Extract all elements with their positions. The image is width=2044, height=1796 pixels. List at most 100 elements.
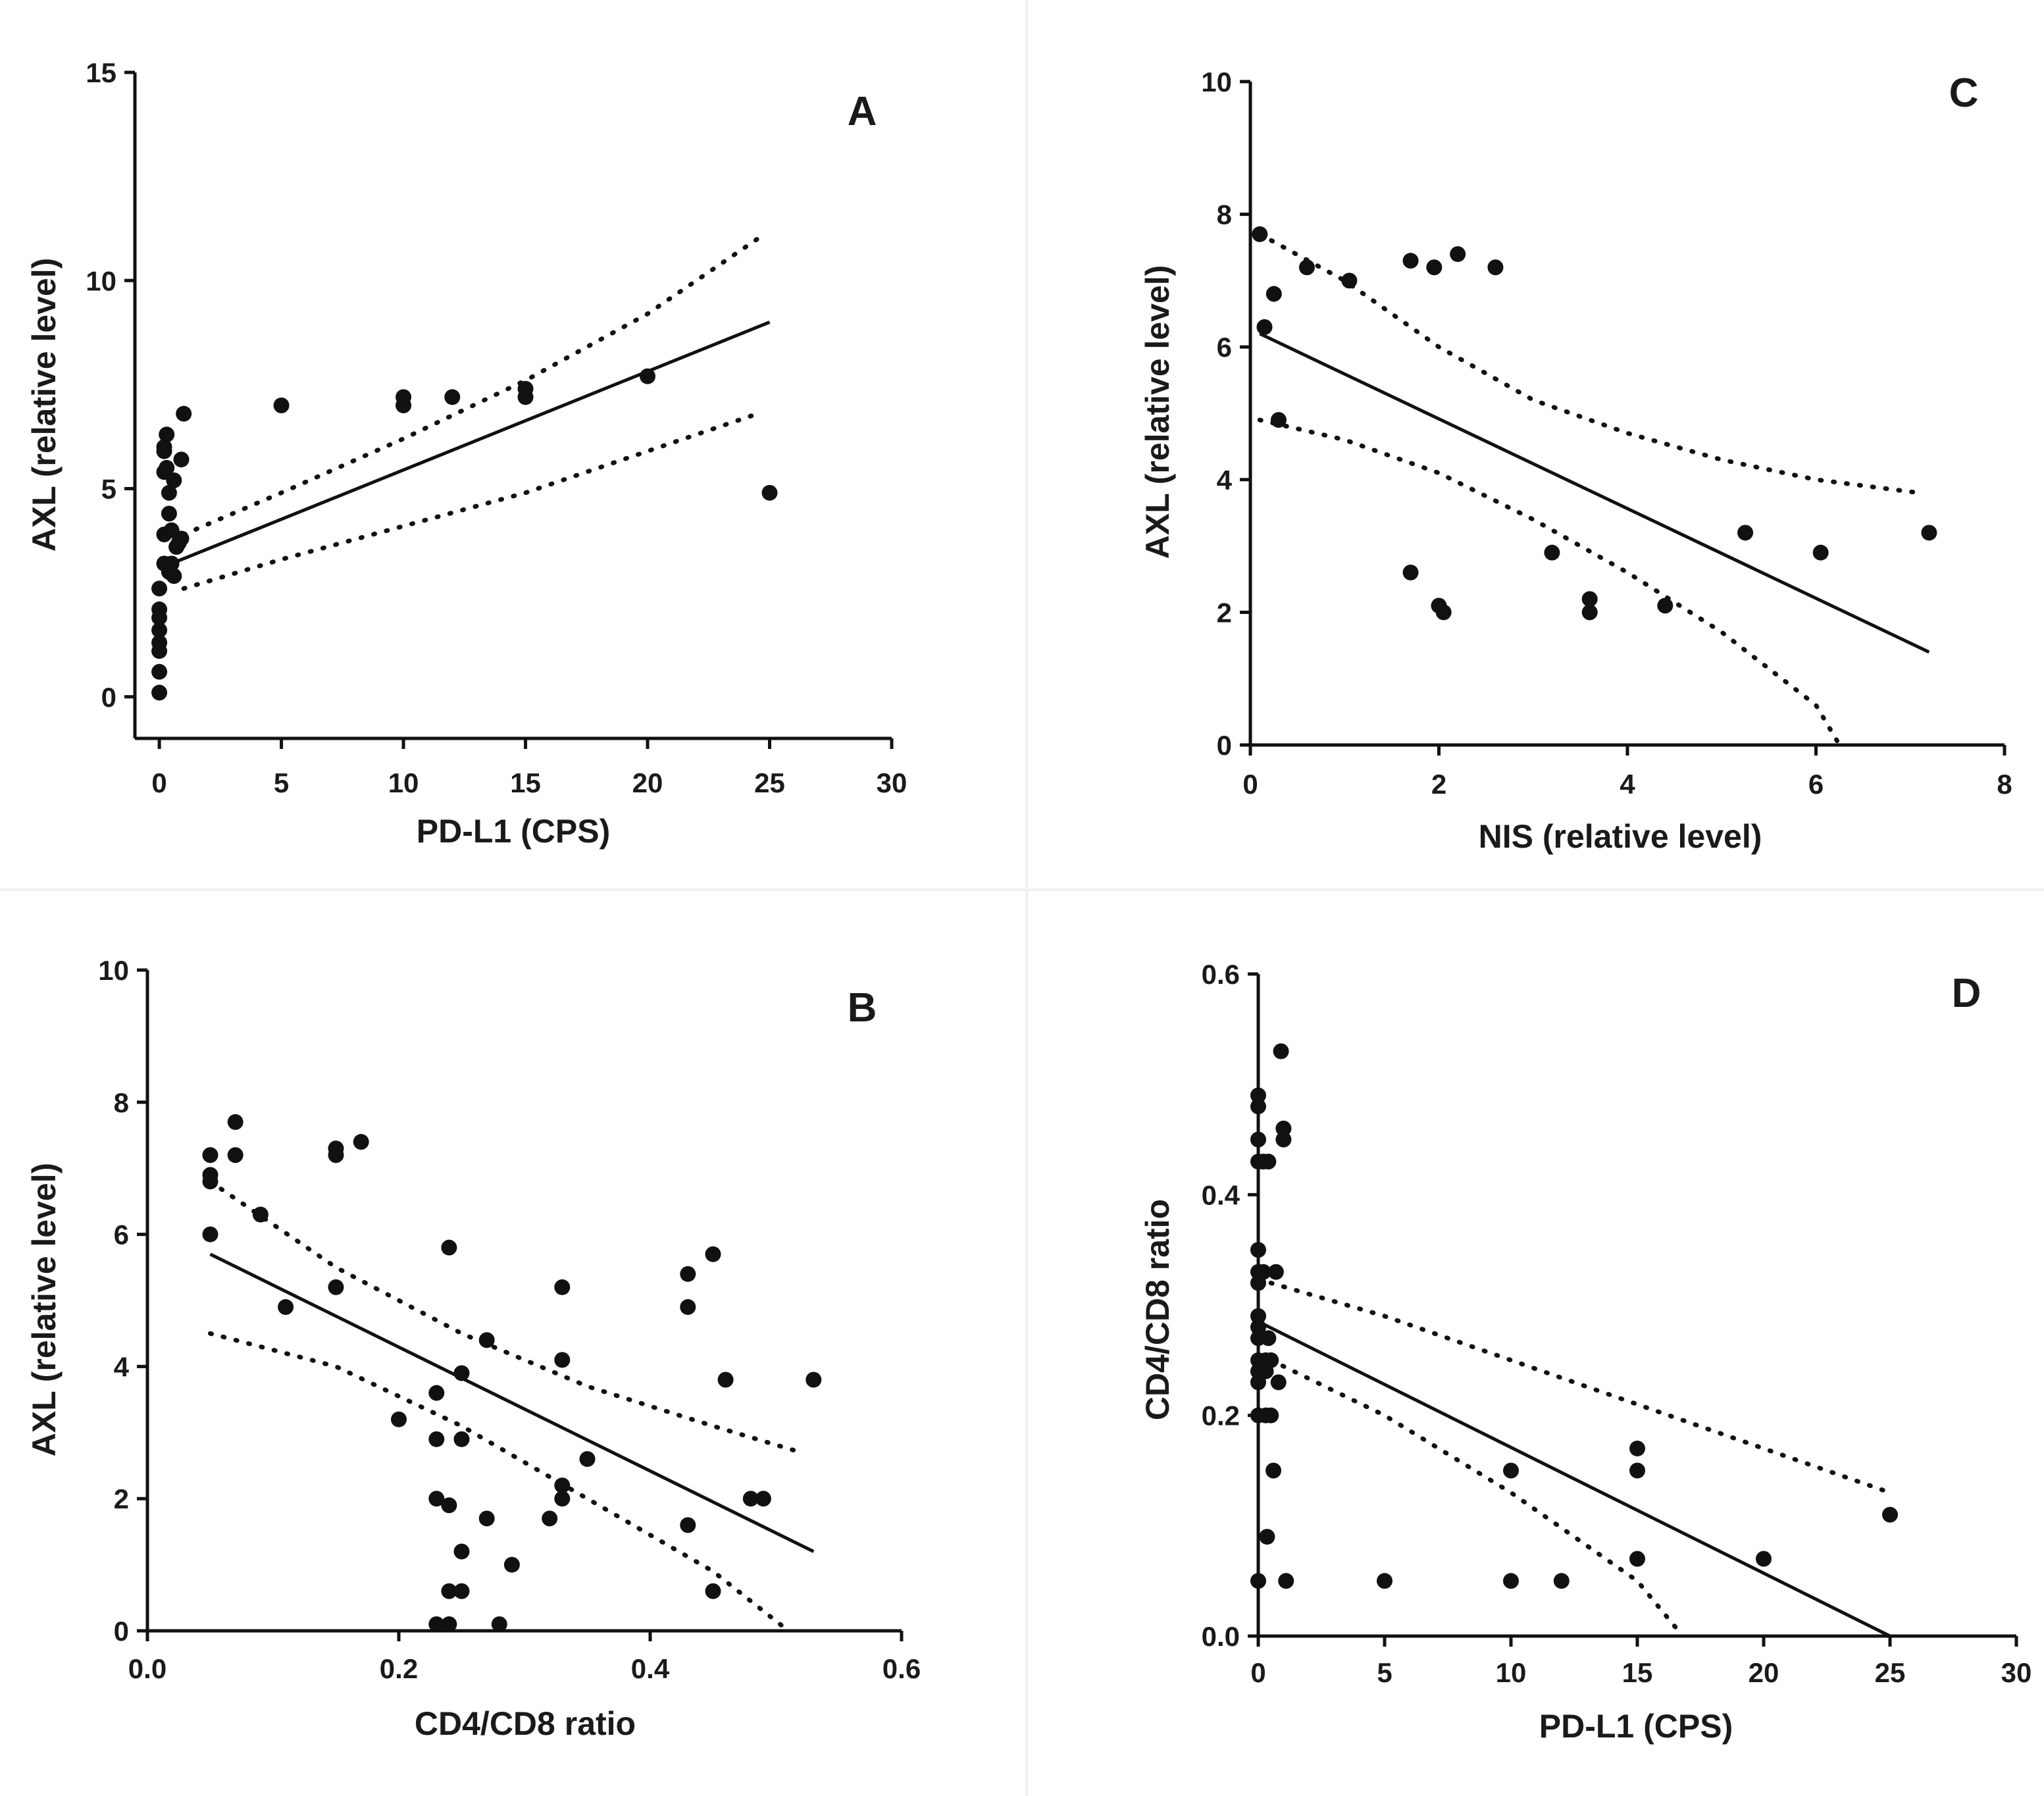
panel-b-data-point bbox=[453, 1431, 470, 1447]
panel-b-data-point bbox=[680, 1266, 696, 1282]
panel-b-data-point bbox=[680, 1517, 696, 1533]
panel-a-data-point bbox=[396, 389, 412, 405]
panel-c-ci-lower-band bbox=[1257, 417, 1842, 748]
panel-c-data-point bbox=[1812, 544, 1829, 561]
panel-c-data-point bbox=[1657, 598, 1674, 614]
panel-d-x-tick-label: 30 bbox=[2001, 1657, 2032, 1688]
panel-b-y-axis-label: AXL (relative level) bbox=[26, 1163, 63, 1457]
panel-d-x-tick-label: 25 bbox=[1875, 1657, 1906, 1688]
panel-d-data-point bbox=[1629, 1462, 1645, 1479]
panel-b-y-tick-label: 0 bbox=[114, 1616, 129, 1647]
panel-b-ci-lower-band bbox=[208, 1331, 791, 1633]
panel-c-data-point bbox=[1270, 412, 1287, 428]
panel-c-data-point bbox=[1737, 525, 1754, 541]
panel-a-y-tick-label: 10 bbox=[86, 265, 116, 296]
panel-d-x-tick-label: 5 bbox=[1377, 1657, 1392, 1688]
panel-b-data-point bbox=[554, 1491, 571, 1507]
panel-b-y-tick-label: 2 bbox=[114, 1483, 129, 1514]
panel-a-data-point bbox=[761, 484, 778, 501]
panel-c-data-point bbox=[1921, 525, 1937, 541]
panel-c-data-point bbox=[1581, 604, 1598, 621]
panel-c-y-tick-label: 8 bbox=[1217, 199, 1232, 230]
panel-d-data-point bbox=[1250, 1374, 1266, 1391]
panel-b-y-tick-label: 6 bbox=[114, 1219, 129, 1250]
panel-b-data-point bbox=[441, 1616, 457, 1632]
panel-c-data-point bbox=[1265, 286, 1282, 302]
panel-a-data-point bbox=[166, 568, 182, 584]
panel-d-data-point bbox=[1270, 1374, 1287, 1391]
panel-a-y-tick-label: 0 bbox=[101, 682, 116, 713]
panel-c-regression-line bbox=[1259, 332, 1930, 654]
panel-b-data-point bbox=[428, 1385, 445, 1401]
panel-b-data-point bbox=[742, 1491, 759, 1507]
panel-c-x-axis-label: NIS (relative level) bbox=[1479, 818, 1762, 855]
panel-a-letter: A bbox=[848, 89, 877, 134]
panel-d-data-point bbox=[1250, 1308, 1266, 1324]
panel-b-data-point bbox=[717, 1372, 734, 1388]
panel-c-data-point bbox=[1426, 259, 1443, 276]
panel-a-x-tick-label: 5 bbox=[274, 767, 289, 798]
panel-b-data-point bbox=[453, 1365, 470, 1381]
panel-b-data-point bbox=[353, 1134, 369, 1150]
panel-b-data-point bbox=[542, 1510, 558, 1527]
panel-b-data-point bbox=[227, 1114, 243, 1130]
panel-a-x-tick-label: 25 bbox=[754, 767, 785, 798]
panel-a-data-point bbox=[151, 622, 168, 638]
panel-d-ci-upper-band bbox=[1268, 1281, 1893, 1495]
panel-b-data-point bbox=[503, 1556, 520, 1573]
panel-a-data-point bbox=[159, 459, 175, 476]
panel-b-ci-upper-band bbox=[208, 1179, 804, 1455]
panel-d-data-point bbox=[1275, 1131, 1292, 1148]
panel-b-data-point bbox=[202, 1226, 218, 1243]
panel-a-data-point bbox=[161, 505, 177, 522]
panel-d-data-point bbox=[1260, 1154, 1277, 1170]
panel-a-y-tick-label: 15 bbox=[86, 57, 116, 88]
panel-a-x-tick-label: 15 bbox=[510, 767, 541, 798]
panel-b-data-point bbox=[328, 1147, 344, 1164]
panel-c-y-tick-label: 2 bbox=[1217, 597, 1232, 628]
panel-c-y-axis-label: AXL (relative level) bbox=[1139, 265, 1176, 559]
panel-b-letter: B bbox=[848, 985, 877, 1031]
panel-d-data-point bbox=[1377, 1573, 1392, 1589]
panel-b-data-point bbox=[755, 1491, 771, 1507]
panel-d-data-point bbox=[1882, 1506, 1898, 1523]
panel-d-data-point bbox=[1260, 1330, 1277, 1347]
panel-a-x-axis-label: PD-L1 (CPS) bbox=[417, 813, 610, 850]
panel-b-x-tick-label: 0.6 bbox=[882, 1653, 921, 1684]
panel-c-x-tick-label: 8 bbox=[1997, 769, 2012, 800]
panel-c-x-tick-label: 2 bbox=[1431, 769, 1446, 800]
panel-b-data-point bbox=[805, 1372, 822, 1388]
panel-d-y-tick-label: 0.2 bbox=[1202, 1400, 1240, 1431]
panel-b-data-point bbox=[227, 1147, 243, 1164]
panel-c-data-point bbox=[1298, 259, 1315, 276]
panel-c-ci-upper-band bbox=[1257, 232, 1922, 496]
panel-d-data-point bbox=[1250, 1242, 1266, 1258]
panel-b-data-point bbox=[391, 1411, 407, 1427]
panel-b-data-point bbox=[453, 1583, 470, 1599]
panel-a-data-point bbox=[173, 451, 190, 468]
panel-d-data-point bbox=[1255, 1264, 1271, 1280]
panel-b-data-point bbox=[554, 1279, 571, 1295]
panel-d-data-point bbox=[1263, 1407, 1279, 1424]
panel-b-data-point bbox=[252, 1206, 268, 1223]
panel-d-data-point bbox=[1250, 1098, 1266, 1115]
panel-c-y-tick-label: 10 bbox=[1201, 66, 1232, 97]
panel-d-x-tick-label: 20 bbox=[1749, 1657, 1779, 1688]
panel-d-data-point bbox=[1265, 1462, 1282, 1479]
panel-d-data-point bbox=[1756, 1551, 1772, 1567]
panel-b-data-point bbox=[441, 1497, 457, 1514]
panel-a: A PD-L1 (CPS) AXL (relative level) 0 5 10 1… bbox=[26, 57, 907, 850]
panel-a-data-point bbox=[640, 368, 656, 384]
panel-d-y-axis-label: CD4/CD8 ratio bbox=[1139, 1199, 1176, 1420]
panel-a-y-tick-label: 5 bbox=[101, 474, 116, 505]
panel-a-data-point bbox=[151, 601, 168, 617]
panel-b-data-point bbox=[478, 1332, 495, 1348]
panel-a-data-point bbox=[166, 472, 182, 488]
panel-c-y-tick-label: 4 bbox=[1217, 465, 1233, 496]
panel-a-x-tick-label: 30 bbox=[877, 767, 907, 798]
panel-b-y-tick-label: 4 bbox=[114, 1351, 130, 1382]
panel-d-letter: D bbox=[1952, 971, 1981, 1016]
panel-a-data-point bbox=[159, 426, 175, 443]
